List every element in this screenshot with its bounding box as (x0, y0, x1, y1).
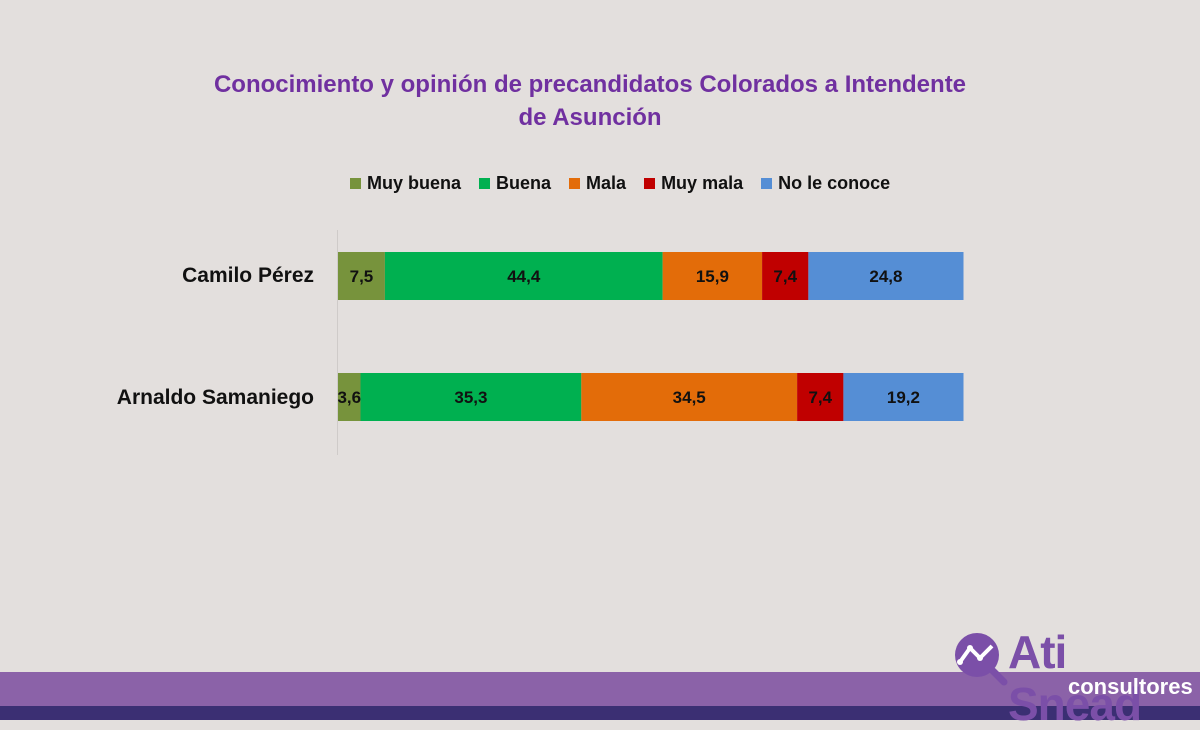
data-label-arnaldo-samaniego-mala: 34,5 (673, 388, 706, 407)
footer-band-dark (0, 706, 1200, 720)
legend-item-muy-buena: Muy buena (350, 173, 461, 194)
legend-swatch-no-le-conoce (761, 177, 773, 189)
legend-label-buena: Buena (496, 172, 552, 193)
legend-label-mala: Mala (586, 172, 627, 193)
bar-arnaldo-samaniego-mala (581, 373, 798, 421)
bar-camilo-perez-muy-mala (762, 252, 809, 300)
legend-item-no-le-conoce: No le conoce (761, 173, 890, 194)
category-axis-line (337, 230, 338, 455)
chart-title: Conocimiento y opinión de precandidatos … (190, 68, 990, 134)
data-label-camilo-perez-muy-buena: 7,5 (350, 267, 374, 286)
chart-title-line-2: de Asunción (518, 104, 662, 131)
logo-subtitle: consultores (1068, 674, 1193, 699)
data-label-camilo-perez-mala: 15,9 (696, 267, 729, 286)
legend-label-muy-buena: Muy buena (367, 172, 462, 193)
bar-arnaldo-samaniego-no-le-conoce (843, 373, 964, 421)
category-label-arnaldo-samaniego: Arnaldo Samaniego (116, 386, 314, 409)
category-label-camilo-perez: Camilo Pérez (182, 264, 314, 287)
bar-arnaldo-samaniego-muy-mala (797, 373, 844, 421)
chart-legend: Muy buena Buena Mala Muy mala No le cono… (350, 172, 890, 194)
bar-camilo-perez-no-le-conoce (808, 252, 964, 300)
ati-snead-logo: Ati Snead consultores (950, 626, 1193, 730)
data-label-arnaldo-samaniego-buena: 35,3 (454, 388, 487, 407)
data-label-arnaldo-samaniego-muy-mala: 7,4 (808, 388, 832, 407)
chart-title-line-1: Conocimiento y opinión de precandidatos … (213, 71, 967, 98)
data-label-camilo-perez-no-le-conoce: 24,8 (869, 267, 902, 286)
legend-item-muy-mala: Muy mala (644, 173, 743, 194)
legend-swatch-muy-mala (644, 177, 656, 189)
data-label-arnaldo-samaniego-muy-buena: 3,6 (337, 388, 361, 407)
bar-camilo-perez-buena (384, 252, 663, 300)
legend-swatch-buena (479, 177, 491, 189)
legend-swatch-muy-buena (350, 177, 361, 189)
data-label-camilo-perez-buena: 44,4 (507, 267, 541, 286)
bar-camilo-perez-mala (662, 252, 763, 300)
bar-arnaldo-samaniego-muy-buena (338, 373, 361, 421)
legend-item-buena: Buena (479, 173, 551, 194)
data-label-arnaldo-samaniego-no-le-conoce: 19,2 (887, 388, 920, 407)
magnifier-chart-icon (955, 633, 1008, 686)
legend-item-mala: Mala (569, 173, 626, 194)
legend-label-no-le-conoce: No le conoce (778, 172, 891, 193)
legend-label-muy-mala: Muy mala (661, 172, 744, 193)
legend-swatch-mala (569, 177, 581, 189)
data-label-camilo-perez-muy-mala: 7,4 (773, 267, 797, 286)
bar-arnaldo-samaniego-buena (360, 373, 582, 421)
bar-camilo-perez-muy-buena (338, 252, 385, 300)
